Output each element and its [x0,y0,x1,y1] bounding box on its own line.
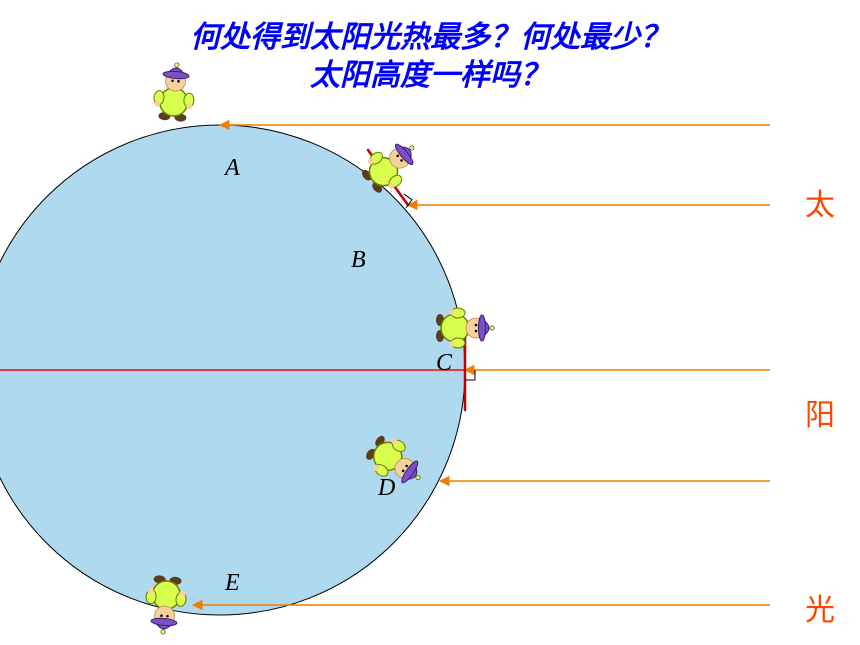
point-label-B: B [351,247,366,274]
diagram-stage: 何处得到太阳光热最多？何处最少？ 太阳高度一样吗？ ABCDE太阳光 [0,0,860,645]
right-angle-marker-1 [465,370,475,380]
point-label-C: C [436,350,452,377]
side-label-1: 阳 [805,390,835,434]
side-label-0: 太 [805,180,835,224]
side-label-2: 光 [805,585,835,629]
geometry-diagram [0,0,860,645]
character-0 [152,61,197,122]
point-label-A: A [225,155,240,182]
point-label-D: D [378,475,395,502]
point-label-E: E [225,570,240,597]
